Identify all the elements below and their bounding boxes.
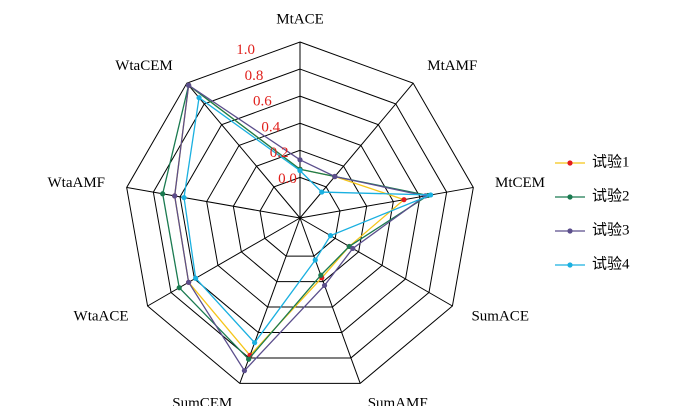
r-tick-label: 1.0 — [236, 42, 255, 58]
marker — [319, 189, 325, 195]
axis-label: MtCEM — [495, 175, 545, 191]
legend-marker — [567, 228, 573, 234]
grid-ring — [259, 176, 341, 257]
r-tick-label: 0.8 — [245, 68, 264, 84]
marker — [241, 368, 248, 374]
axis-label: MtACE — [276, 11, 324, 27]
marker — [401, 197, 407, 203]
marker — [297, 157, 303, 163]
axis-label: SumACE — [471, 308, 529, 324]
legend-label: 试验4 — [592, 255, 630, 272]
axis-label: SumAMF — [368, 395, 428, 406]
r-tick-label: 0.6 — [253, 94, 272, 110]
series-line — [174, 84, 427, 372]
marker — [172, 193, 178, 199]
marker — [196, 95, 202, 101]
legend-marker — [567, 262, 573, 268]
marker — [318, 272, 324, 278]
spoke — [186, 82, 301, 219]
spoke — [299, 217, 361, 384]
series-line — [183, 96, 431, 344]
r-tick-label: 0.2 — [270, 145, 289, 161]
marker — [181, 194, 187, 201]
marker — [297, 168, 303, 174]
marker — [246, 356, 252, 362]
marker — [186, 279, 192, 285]
marker — [350, 245, 356, 252]
grid-ring — [179, 95, 421, 333]
marker — [160, 191, 166, 197]
marker — [327, 233, 334, 239]
legend-label: 试验3 — [592, 221, 630, 238]
marker — [428, 192, 434, 198]
spoke — [299, 217, 453, 307]
axis-label: WtaCEM — [115, 58, 173, 74]
legend-label: 试验1 — [592, 153, 630, 170]
marker — [312, 257, 318, 263]
marker — [193, 275, 199, 281]
legend-marker — [567, 160, 573, 166]
spoke — [299, 186, 474, 219]
legend-marker — [567, 194, 573, 200]
marker — [186, 82, 192, 88]
spoke — [299, 82, 414, 219]
grid-ring — [126, 41, 474, 384]
r-tick-label: 0.0 — [278, 171, 297, 187]
axis-label: WtaACE — [74, 308, 129, 324]
axis-label: WtaAMF — [48, 175, 106, 191]
grid-ring — [206, 122, 394, 308]
marker — [321, 282, 328, 289]
axis-label: SumCEM — [172, 395, 232, 406]
marker — [252, 340, 258, 346]
r-tick-label: 0.4 — [261, 119, 280, 135]
spoke — [147, 217, 301, 307]
marker — [176, 285, 182, 291]
marker — [332, 173, 338, 180]
spoke — [126, 186, 301, 219]
axis-label: MtAMF — [427, 58, 477, 74]
legend-label: 试验2 — [592, 187, 630, 204]
grid-ring — [152, 68, 448, 359]
